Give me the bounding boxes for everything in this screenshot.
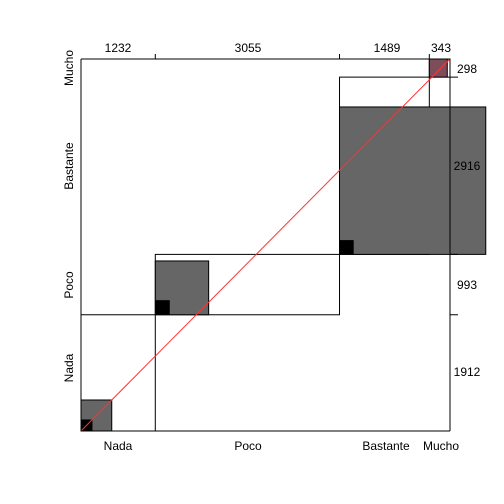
row-totals: 1912 993 2916 298 bbox=[454, 62, 481, 379]
x-label-bastante: Bastante bbox=[362, 439, 410, 453]
row-total-nada: 1912 bbox=[454, 365, 481, 379]
full-agreement-bastante bbox=[339, 240, 354, 255]
col-total-nada: 1232 bbox=[105, 41, 132, 55]
col-total-mucho: 343 bbox=[431, 41, 451, 55]
y-label-mucho: Mucho bbox=[62, 50, 76, 86]
x-label-mucho: Mucho bbox=[423, 439, 459, 453]
y-label-nada: Nada bbox=[62, 353, 76, 382]
row-total-bastante: 2916 bbox=[454, 159, 481, 173]
axis-lines bbox=[80, 58, 451, 432]
x-axis-labels: Nada Poco Bastante Mucho bbox=[104, 439, 460, 453]
row-total-poco: 993 bbox=[457, 278, 477, 292]
x-label-poco: Poco bbox=[234, 439, 262, 453]
y-axis-labels: Nada Poco Bastante Mucho bbox=[62, 50, 76, 383]
diagonal-reference-line bbox=[80, 58, 451, 432]
partial-agreement-bastante bbox=[339, 106, 487, 255]
partial-agreement-mucho bbox=[428, 58, 448, 78]
column-totals: 1232 3055 1489 343 bbox=[105, 41, 452, 55]
row-total-mucho: 298 bbox=[457, 62, 477, 76]
y-label-poco: Poco bbox=[62, 271, 76, 299]
col-total-poco: 3055 bbox=[235, 41, 262, 55]
full-agreement-poco bbox=[155, 300, 170, 315]
y-label-bastante: Bastante bbox=[62, 142, 76, 190]
col-total-bastante: 1489 bbox=[374, 41, 401, 55]
x-label-nada: Nada bbox=[104, 439, 133, 453]
